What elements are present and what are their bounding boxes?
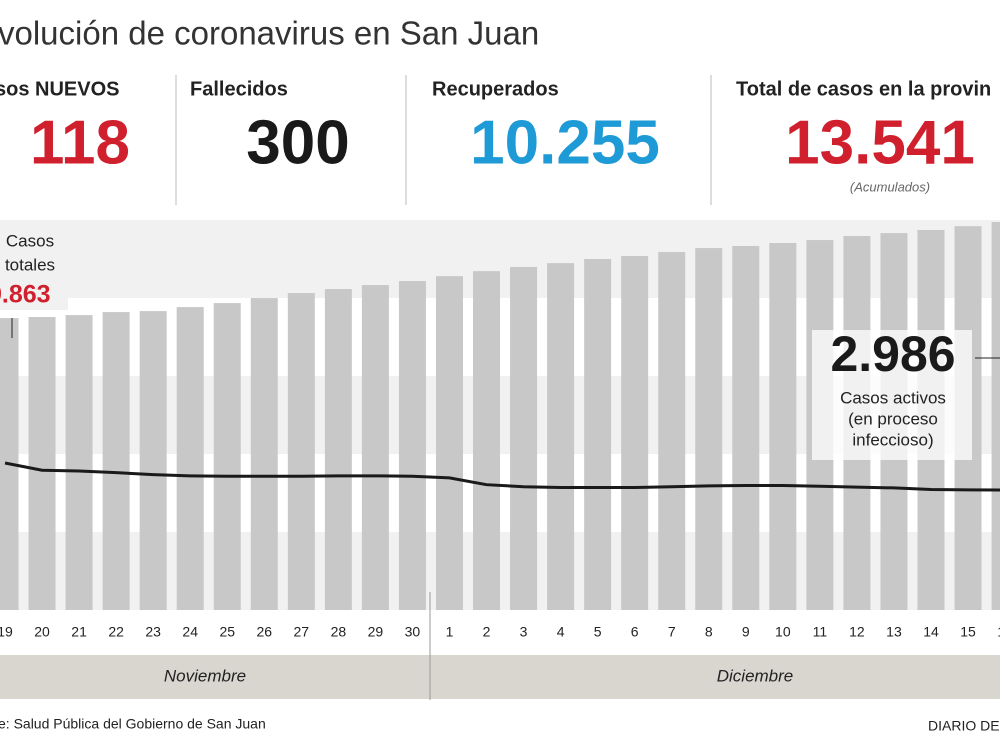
bar [991, 222, 1000, 610]
annotation-value: 2.986 [830, 326, 955, 382]
x-tick-label: 3 [520, 624, 528, 640]
stat-label: Fallecidos [190, 78, 288, 100]
x-tick-label: 14 [923, 624, 939, 640]
bar [213, 303, 241, 610]
bar [547, 263, 575, 610]
stat-value: 13.541 [785, 108, 975, 177]
bar [473, 271, 501, 610]
x-tick-label: 1 [446, 624, 454, 640]
stat-label: Recuperados [432, 78, 559, 100]
x-tick-label: 5 [594, 624, 602, 640]
x-tick-label: 13 [886, 624, 902, 640]
bar [621, 256, 649, 610]
x-tick-label: 20 [34, 624, 50, 640]
x-tick-label: 16 [997, 624, 1000, 640]
label-bg [0, 228, 68, 310]
bar [65, 315, 93, 610]
annotation: Casos activos [840, 388, 946, 407]
bar [510, 266, 538, 610]
bar [435, 276, 463, 610]
axis-band [0, 655, 1000, 699]
x-tick-label: 21 [71, 624, 87, 640]
active-line [4, 461, 1000, 492]
x-tick-label: 29 [368, 624, 384, 640]
bar [695, 248, 723, 610]
credit: DIARIO DE [928, 718, 1000, 734]
annotation: Casos [6, 231, 54, 250]
stat-label: Total de casos en la provin [736, 78, 991, 100]
x-tick-label: 30 [405, 624, 421, 640]
bar [250, 298, 278, 610]
bar [398, 281, 426, 610]
bar [584, 258, 612, 610]
stat-label: sos NUEVOS [0, 78, 119, 100]
annotation: totales [5, 255, 55, 274]
annotation: infeccioso) [852, 430, 933, 449]
x-tick-label: 23 [145, 624, 161, 640]
x-tick-label: 6 [631, 624, 639, 640]
x-tick-label: 12 [849, 624, 865, 640]
x-tick-label: 19 [0, 624, 13, 640]
annotation: (en proceso [848, 409, 938, 428]
stat-value: 10.255 [470, 108, 660, 177]
bar [139, 311, 167, 610]
x-tick-label: 28 [331, 624, 347, 640]
bar [28, 317, 56, 610]
annotation-value: 9.863 [0, 281, 51, 309]
bar [732, 245, 760, 610]
bar [361, 285, 389, 610]
x-tick-label: 15 [960, 624, 976, 640]
bar [769, 243, 797, 610]
x-tick-label: 10 [775, 624, 791, 640]
stat-value: 300 [246, 108, 349, 177]
source: e: Salud Pública del Gobierno de San Jua… [0, 716, 266, 732]
x-tick-label: 4 [557, 624, 565, 640]
month-label: Diciembre [717, 666, 794, 685]
x-tick-label: 26 [256, 624, 272, 640]
bar [324, 289, 352, 610]
bar [102, 312, 130, 610]
x-tick-label: 22 [108, 624, 124, 640]
x-tick-label: 24 [182, 624, 198, 640]
bar [176, 307, 204, 610]
x-tick-label: 11 [813, 624, 828, 640]
month-label: Noviembre [164, 666, 246, 685]
bar [658, 252, 686, 610]
label-bg [812, 330, 972, 460]
stat-value: 118 [30, 108, 130, 177]
stat-note: (Acumulados) [850, 179, 930, 194]
x-tick-label: 9 [742, 624, 750, 640]
x-tick-label: 25 [219, 624, 235, 640]
chart-title: volución de coronavirus en San Juan [0, 15, 539, 52]
x-tick-label: 8 [705, 624, 713, 640]
bar [287, 293, 315, 610]
x-tick-label: 2 [483, 624, 491, 640]
x-tick-label: 7 [668, 624, 676, 640]
x-tick-label: 27 [294, 624, 310, 640]
